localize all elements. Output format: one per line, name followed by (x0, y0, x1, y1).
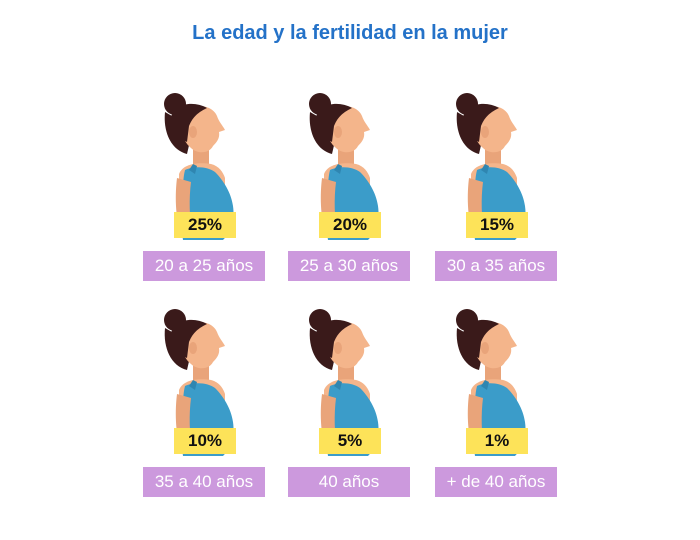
percent-badge: 1% (466, 428, 528, 454)
percent-badge: 10% (174, 428, 236, 454)
fertility-card: 20% 25 a 30 años (288, 92, 412, 282)
age-range-badge: 25 a 30 años (288, 251, 410, 281)
fertility-card: 10% 35 a 40 años (143, 308, 267, 498)
age-range-badge: 35 a 40 años (143, 467, 265, 497)
age-range-badge: 30 a 35 años (435, 251, 557, 281)
fertility-card: 1% + de 40 años (435, 308, 559, 498)
percent-badge: 15% (466, 212, 528, 238)
fertility-card: 25% 20 a 25 años (143, 92, 267, 282)
age-range-badge: + de 40 años (435, 467, 557, 497)
percent-badge: 25% (174, 212, 236, 238)
age-range-badge: 20 a 25 años (143, 251, 265, 281)
fertility-card: 15% 30 a 35 años (435, 92, 559, 282)
page-title: La edad y la fertilidad en la mujer (192, 22, 508, 44)
percent-badge: 20% (319, 212, 381, 238)
percent-badge: 5% (319, 428, 381, 454)
age-range-badge: 40 años (288, 467, 410, 497)
fertility-card: 5% 40 años (288, 308, 412, 498)
